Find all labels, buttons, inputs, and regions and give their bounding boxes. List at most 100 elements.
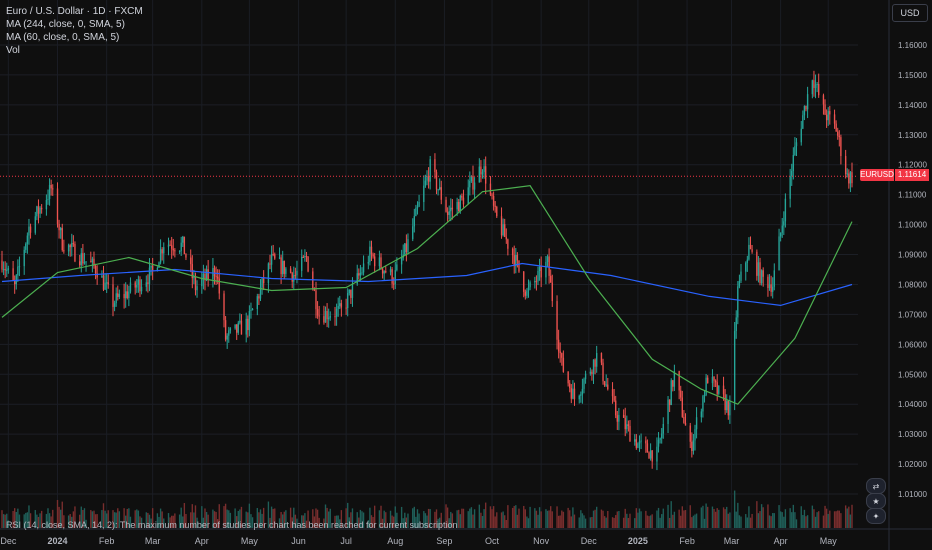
volume-bar — [201, 506, 203, 528]
candle-body — [216, 276, 219, 279]
candle-body — [724, 394, 726, 411]
volume-bar — [607, 511, 609, 528]
candle-body — [813, 80, 815, 88]
volume-bar — [683, 510, 685, 528]
candle-body — [749, 244, 752, 250]
volume-bar — [324, 504, 327, 528]
candle-body — [329, 316, 331, 318]
volume-bar — [402, 518, 404, 528]
candle-body — [445, 199, 447, 212]
volume-bar — [727, 513, 729, 528]
candle-body — [296, 270, 298, 276]
candle-body — [383, 271, 385, 274]
volume-bar — [803, 509, 806, 528]
volume-bar — [627, 517, 630, 528]
candle-body — [204, 273, 206, 281]
candle-body — [224, 320, 227, 340]
symbol-title[interactable]: Euro / U.S. Dollar · 1D · FXCM — [6, 6, 143, 17]
candle-body — [714, 380, 717, 383]
volume-label[interactable]: Vol — [6, 45, 20, 56]
volume-bar — [163, 518, 165, 528]
candle-body — [289, 268, 292, 273]
symbol-badge: EURUSD — [860, 169, 894, 181]
candle-body — [426, 176, 428, 181]
volume-bar — [638, 508, 641, 528]
eu-flag-icon[interactable]: ✦ — [866, 508, 886, 524]
currency-button[interactable]: USD — [892, 4, 928, 22]
volume-bar — [806, 515, 809, 528]
candle-body — [767, 276, 769, 289]
volume-bar — [302, 515, 304, 528]
volume-bar — [737, 502, 739, 528]
volume-bar — [136, 509, 138, 528]
compare-icon[interactable]: ⇄ — [866, 478, 886, 494]
candle-body — [711, 376, 714, 384]
candle-body — [733, 330, 736, 403]
ma-244-label[interactable]: MA (244, close, 0, SMA, 5) — [6, 19, 125, 30]
candle-body — [583, 379, 585, 389]
candle-body — [91, 258, 94, 263]
volume-bar — [267, 501, 270, 528]
x-tick-label: Oct — [485, 536, 500, 546]
volume-bar — [702, 505, 704, 528]
volume-bar — [362, 512, 365, 528]
candle-body — [772, 286, 774, 292]
volume-bar — [822, 515, 825, 528]
candle-body — [751, 249, 753, 252]
volume-bar — [270, 506, 273, 528]
candle-body — [591, 371, 593, 375]
y-tick-label: 1.16000 — [898, 41, 927, 50]
volume-bar — [456, 510, 458, 528]
candle-body — [158, 262, 160, 268]
volume-bar — [757, 513, 760, 528]
volume-bar — [74, 506, 76, 528]
candle-body — [702, 396, 704, 412]
candle-body — [849, 172, 852, 184]
volume-bar — [407, 513, 409, 528]
volume-bar — [218, 504, 220, 528]
candle-body — [207, 269, 209, 280]
volume-bar — [529, 506, 531, 528]
us-flag-icon[interactable]: ★ — [866, 493, 886, 509]
candle-body — [783, 221, 785, 226]
x-tick-label: Feb — [99, 536, 115, 546]
volume-bar — [703, 518, 706, 528]
candle-body — [511, 248, 514, 256]
candle-body — [194, 276, 197, 291]
candle-body — [334, 316, 336, 318]
volume-bar — [191, 504, 193, 528]
volume-bar — [50, 516, 52, 528]
candle-body — [337, 306, 339, 309]
volume-bar — [589, 517, 592, 528]
volume-bar — [373, 505, 376, 528]
volume-bar — [248, 503, 251, 528]
candle-body — [649, 450, 652, 459]
volume-bar — [768, 515, 771, 528]
y-tick-label: 1.06000 — [898, 340, 927, 349]
candle-body — [105, 282, 108, 284]
candle-body — [139, 279, 141, 292]
volume-bar — [827, 513, 829, 528]
volume-bar — [339, 519, 341, 528]
candle-body — [816, 83, 818, 85]
volume-bar — [151, 508, 154, 528]
volume-bar — [605, 517, 607, 528]
candle-body — [301, 256, 303, 271]
candle-body — [483, 166, 485, 173]
volume-bar — [500, 512, 503, 528]
volume-bar — [700, 507, 703, 528]
candle-body — [93, 258, 95, 266]
volume-bar — [23, 514, 25, 528]
candle-body — [248, 311, 251, 331]
candle-body — [347, 293, 349, 308]
volume-bar — [545, 509, 547, 528]
candle-body — [258, 296, 260, 299]
ma-60-label[interactable]: MA (60, close, 0, SMA, 5) — [6, 32, 120, 43]
volume-bar — [405, 517, 408, 528]
volume-bar — [101, 510, 103, 528]
volume-bar — [79, 514, 81, 528]
volume-bar — [112, 510, 114, 528]
candle-body — [269, 263, 271, 265]
volume-bar — [280, 512, 282, 528]
